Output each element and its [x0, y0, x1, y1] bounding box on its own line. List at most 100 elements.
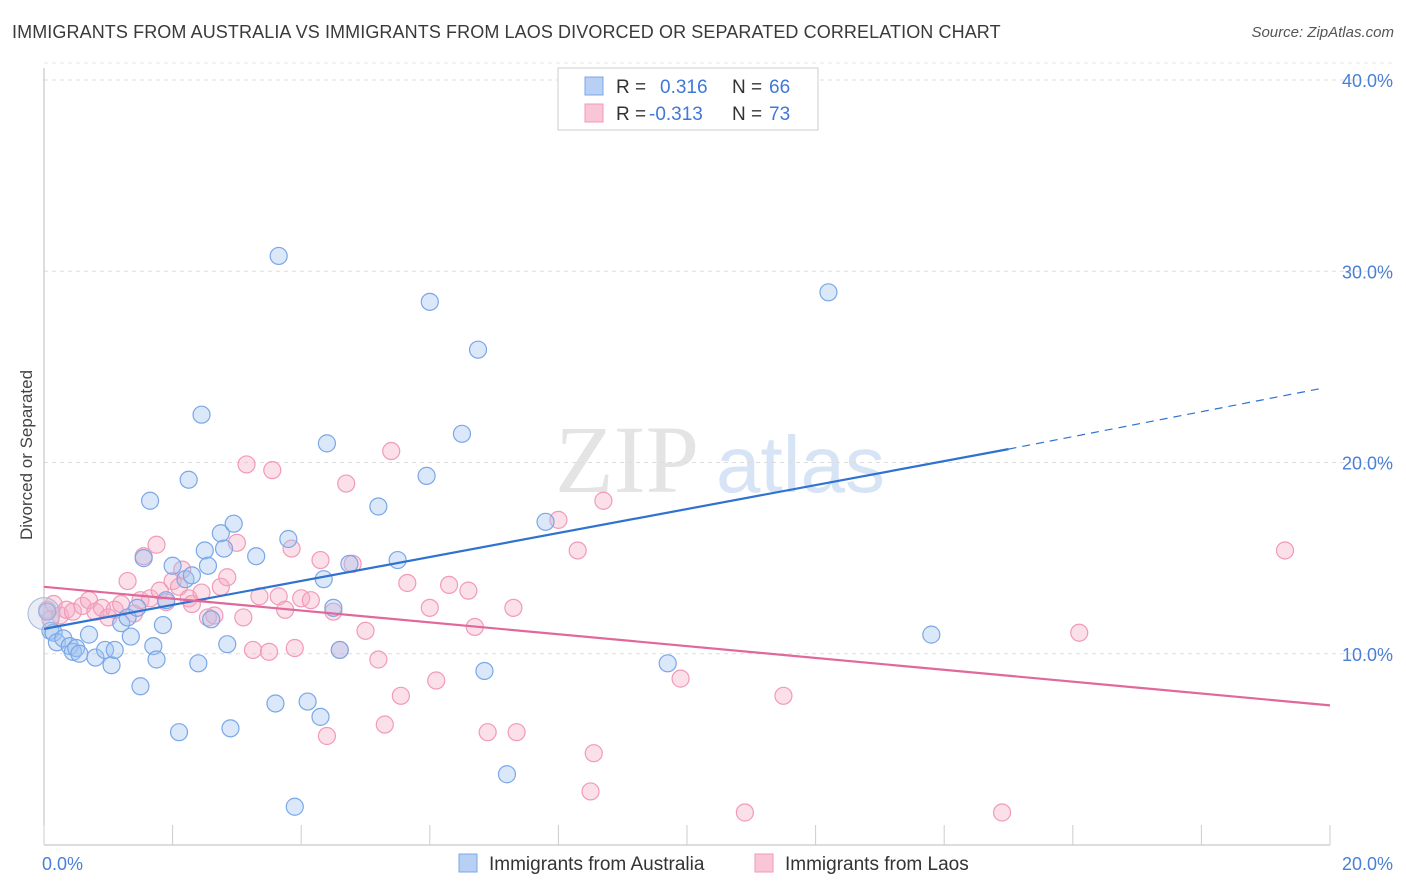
point-australia-42: [269, 246, 288, 266]
point-laos-18: [147, 535, 166, 554]
point-australia-58: [475, 661, 494, 681]
legend-n-value-laos: 73: [769, 104, 790, 125]
point-laos-54: [391, 686, 410, 705]
point-laos-36: [259, 642, 279, 661]
point-australia-57: [468, 340, 488, 359]
point-australia-40: [247, 547, 266, 566]
series-australia-points: [27, 246, 941, 816]
gridlines: [44, 62, 1392, 655]
point-australia-23: [153, 615, 173, 635]
point-australia-10: [86, 648, 105, 667]
point-australia-33: [198, 556, 218, 575]
point-laos-53: [382, 441, 401, 461]
series-legend-label-laos: Immigrants from Laos: [785, 854, 969, 875]
point-laos-41: [285, 638, 304, 658]
point-australia-38: [221, 719, 240, 738]
point-australia-28: [179, 470, 198, 489]
point-australia-13: [105, 640, 124, 660]
point-australia-18: [131, 677, 150, 696]
point-australia-30: [189, 654, 208, 673]
point-cluster-origin: [27, 597, 61, 631]
correlation-legend: R = 0.316 N = 66 R = -0.313 N = 73: [557, 67, 819, 131]
point-australia-19: [134, 549, 153, 568]
point-laos-62: [504, 598, 523, 617]
point-australia-8: [70, 644, 89, 663]
point-australia-54: [417, 466, 436, 485]
point-laos-45: [317, 726, 337, 746]
point-australia-32: [195, 541, 214, 560]
point-laos-74: [1275, 541, 1295, 560]
point-australia-25: [163, 556, 182, 575]
legend-swatch-laos: [584, 103, 604, 123]
point-australia-17: [128, 598, 147, 617]
legend-swatch-australia: [584, 76, 604, 96]
point-laos-61: [478, 723, 497, 742]
point-australia-41: [266, 694, 285, 713]
x-tick-marks: [43, 825, 1331, 845]
legend-r-value-laos: -0.313: [649, 104, 703, 125]
point-laos-34: [243, 640, 263, 660]
trend-lines: [43, 387, 1331, 707]
legend-r-label-laos: R =: [616, 104, 646, 125]
point-laos-57: [427, 671, 446, 690]
point-australia-35: [211, 524, 230, 543]
trend-line-australia-extension: [1008, 387, 1325, 450]
point-australia-34: [202, 610, 221, 629]
point-australia-29: [182, 566, 201, 585]
point-laos-37: [263, 461, 282, 480]
y-tick-label-1: 20.0%: [1342, 454, 1393, 474]
point-laos-55: [398, 573, 417, 593]
point-australia-43: [279, 529, 298, 549]
point-laos-32: [234, 608, 253, 627]
point-laos-56: [420, 598, 439, 617]
point-laos-68: [594, 491, 613, 510]
point-australia-52: [369, 497, 388, 516]
point-australia-12: [102, 656, 121, 675]
point-laos-67: [584, 744, 603, 763]
chart-source: Source: ZipAtlas.com: [1251, 24, 1394, 41]
point-australia-47: [314, 570, 333, 589]
point-laos-73: [1070, 623, 1089, 642]
point-australia-53: [388, 550, 407, 570]
point-laos-58: [439, 575, 459, 595]
point-laos-30: [218, 568, 237, 587]
point-laos-40: [282, 539, 301, 558]
point-australia-20: [140, 491, 160, 510]
point-australia-22: [147, 650, 166, 669]
x-tick-label-0: 0.0%: [42, 854, 83, 874]
point-australia-60: [536, 512, 555, 531]
watermark-zip: ZIP: [555, 406, 699, 513]
legend-n-label-australia: N =: [732, 77, 762, 98]
y-tick-labels: 10.0% 20.0% 30.0% 40.0%: [1342, 71, 1393, 665]
point-australia-26: [169, 723, 189, 742]
legend-n-label-laos: N =: [732, 104, 762, 125]
point-laos-23: [173, 560, 192, 579]
legend-n-value-australia: 66: [769, 77, 790, 98]
point-australia-56: [452, 424, 472, 443]
point-laos-52: [375, 715, 394, 734]
trend-line-laos: [43, 585, 1331, 707]
point-laos-66: [581, 782, 600, 801]
series-legend-swatch-laos: [754, 853, 774, 873]
y-tick-label-2: 30.0%: [1342, 262, 1393, 282]
chart-title: IMMIGRANTS FROM AUSTRALIA VS IMMIGRANTS …: [12, 22, 1001, 42]
point-laos-59: [459, 581, 478, 600]
point-australia-0: [38, 602, 57, 621]
watermark: ZIP atlas: [555, 406, 885, 513]
point-australia-21: [144, 636, 163, 656]
point-australia-48: [317, 434, 337, 453]
legend-r-value-australia: 0.316: [660, 77, 708, 98]
point-laos-5: [63, 602, 83, 621]
point-australia-5: [60, 636, 79, 656]
point-australia-63: [922, 625, 941, 644]
point-laos-70: [735, 803, 754, 822]
point-australia-61: [658, 654, 677, 673]
point-australia-7: [67, 638, 86, 658]
point-australia-11: [95, 640, 115, 660]
point-australia-45: [298, 692, 317, 711]
point-laos-69: [671, 669, 690, 688]
point-australia-39: [224, 514, 243, 533]
point-australia-44: [285, 797, 304, 816]
point-laos-65: [568, 541, 587, 560]
